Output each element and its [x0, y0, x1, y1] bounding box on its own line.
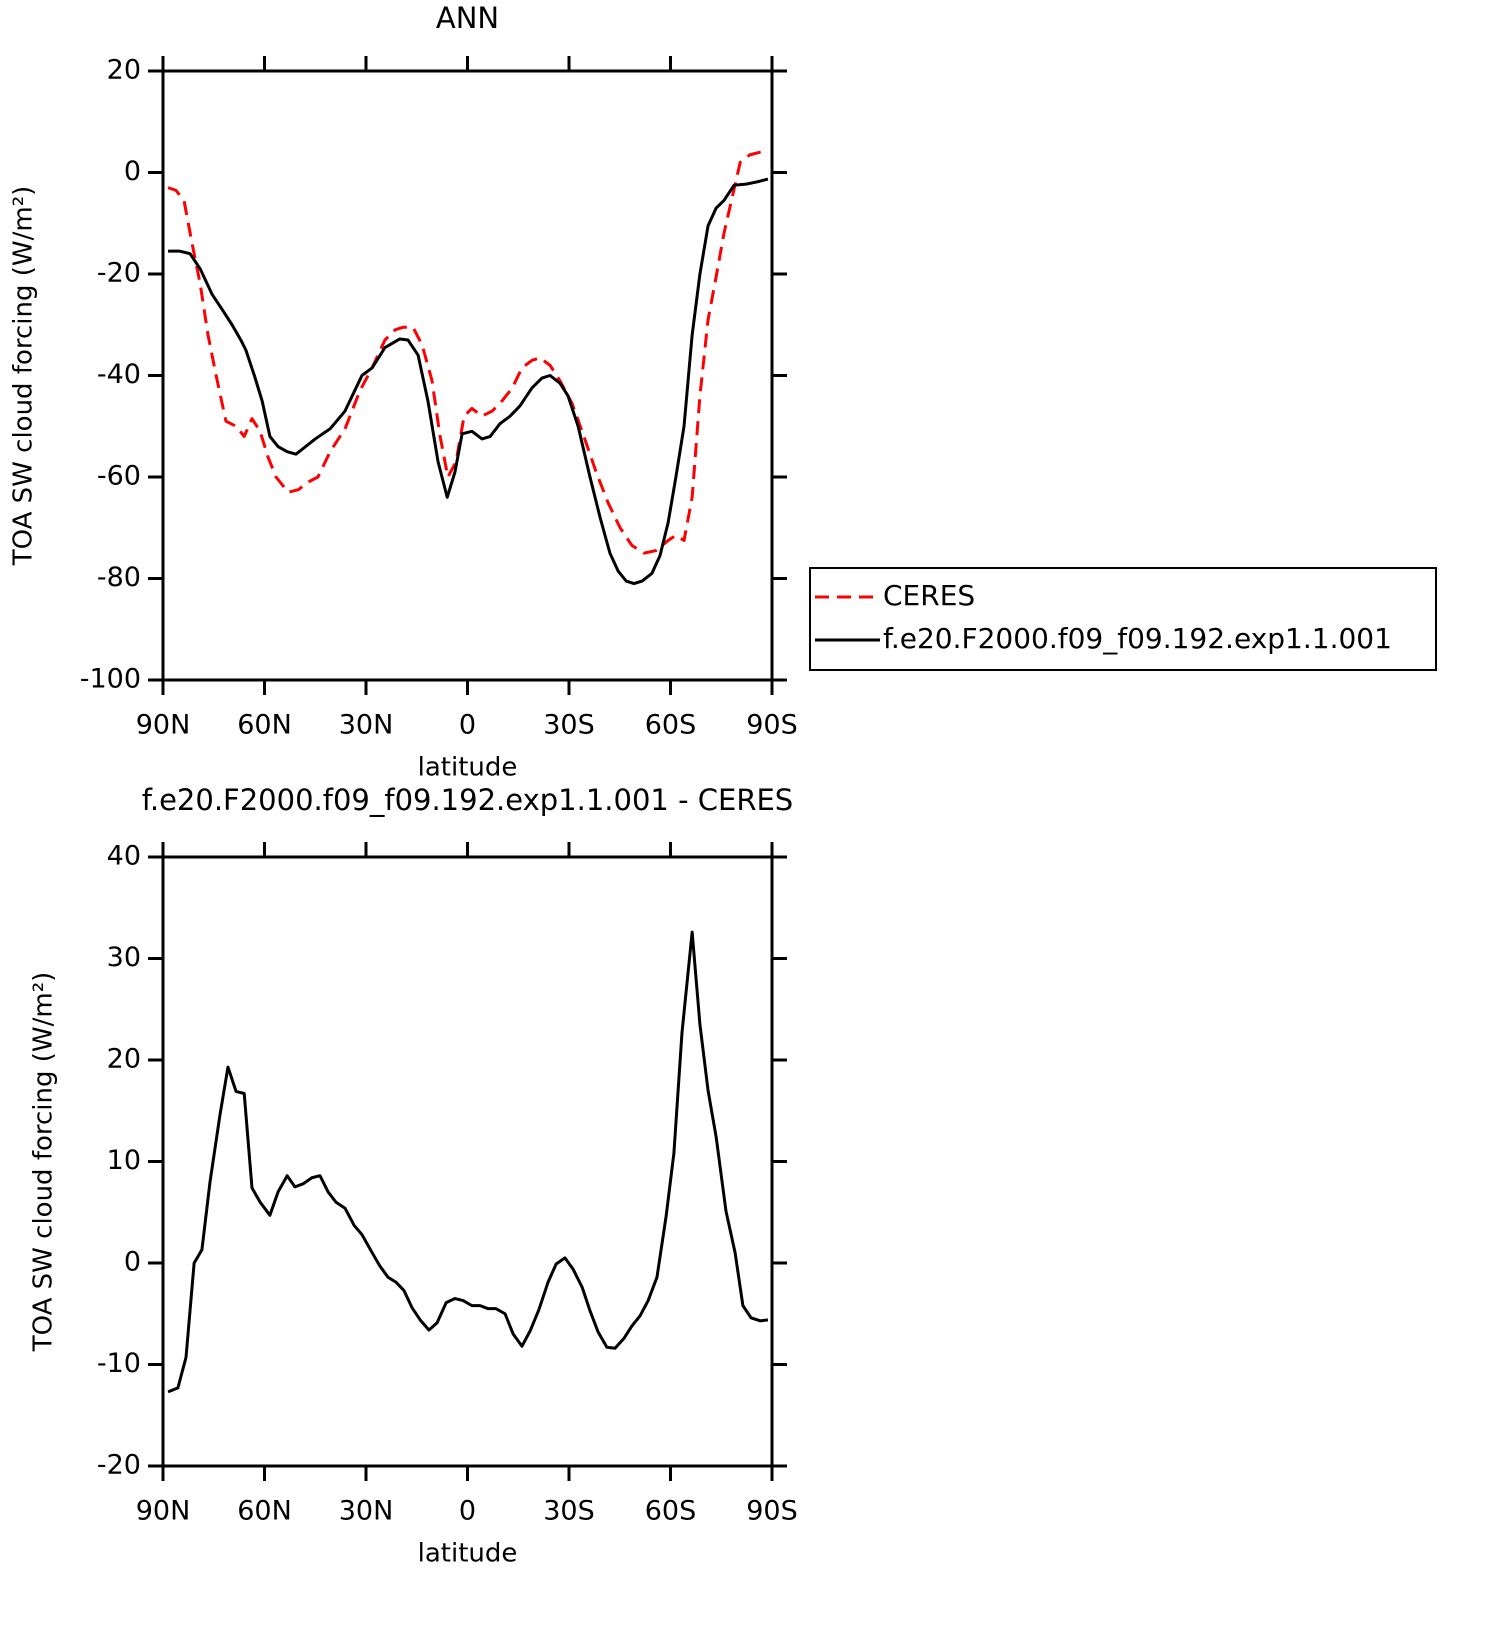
y-tick-label: -10: [97, 1348, 141, 1379]
y-tick-label: 0: [124, 156, 141, 187]
x-axis-label: latitude: [418, 1539, 518, 1569]
plot-frame: [161, 69, 774, 682]
y-axis-label: TOA SW cloud forcing (W/m²): [9, 186, 39, 567]
data-line: [167, 149, 769, 555]
y-tick-label: -80: [97, 562, 141, 593]
x-tick-label: 30N: [339, 710, 394, 741]
legend-box: [809, 567, 1437, 671]
y-tick-label: -20: [97, 258, 141, 289]
x-tick-label: 0: [459, 1496, 476, 1527]
y-tick-label: -40: [97, 359, 141, 390]
legend-label: f.e20.F2000.f09_f09.192.exp1.1.001: [883, 622, 1392, 655]
chart-title: ANN: [436, 1, 499, 35]
x-tick-label: 90N: [136, 1496, 191, 1527]
x-tick-label: 90S: [746, 1496, 798, 1527]
x-tick-label: 60S: [645, 1496, 697, 1527]
y-tick-label: 30: [107, 942, 141, 973]
data-line: [168, 177, 769, 586]
data-line: [167, 930, 769, 1394]
x-axis-label: latitude: [418, 753, 518, 783]
y-tick-label: 20: [107, 1044, 141, 1075]
x-tick-label: 60N: [237, 1496, 292, 1527]
chart-title: f.e20.F2000.f09_f09.192.exp1.1.001 - CER…: [142, 783, 793, 817]
x-tick-label: 60S: [645, 710, 697, 741]
x-tick-label: 90N: [136, 710, 191, 741]
y-tick-label: -100: [80, 664, 141, 695]
legend-label: CERES: [883, 579, 975, 612]
x-tick-label: 30S: [543, 1496, 595, 1527]
x-tick-label: 30N: [339, 1496, 394, 1527]
y-tick-label: -20: [97, 1450, 141, 1481]
x-tick-label: 30S: [543, 710, 595, 741]
y-tick-label: 10: [107, 1145, 141, 1176]
y-tick-label: 20: [107, 55, 141, 86]
x-tick-label: 90S: [746, 710, 798, 741]
x-tick-label: 60N: [237, 710, 292, 741]
y-tick-label: -60: [97, 461, 141, 492]
y-tick-label: 0: [124, 1247, 141, 1278]
y-tick-label: 40: [107, 841, 141, 872]
x-tick-label: 0: [459, 710, 476, 741]
plot-frame: [161, 855, 774, 1468]
y-axis-label: TOA SW cloud forcing (W/m²): [29, 972, 59, 1353]
